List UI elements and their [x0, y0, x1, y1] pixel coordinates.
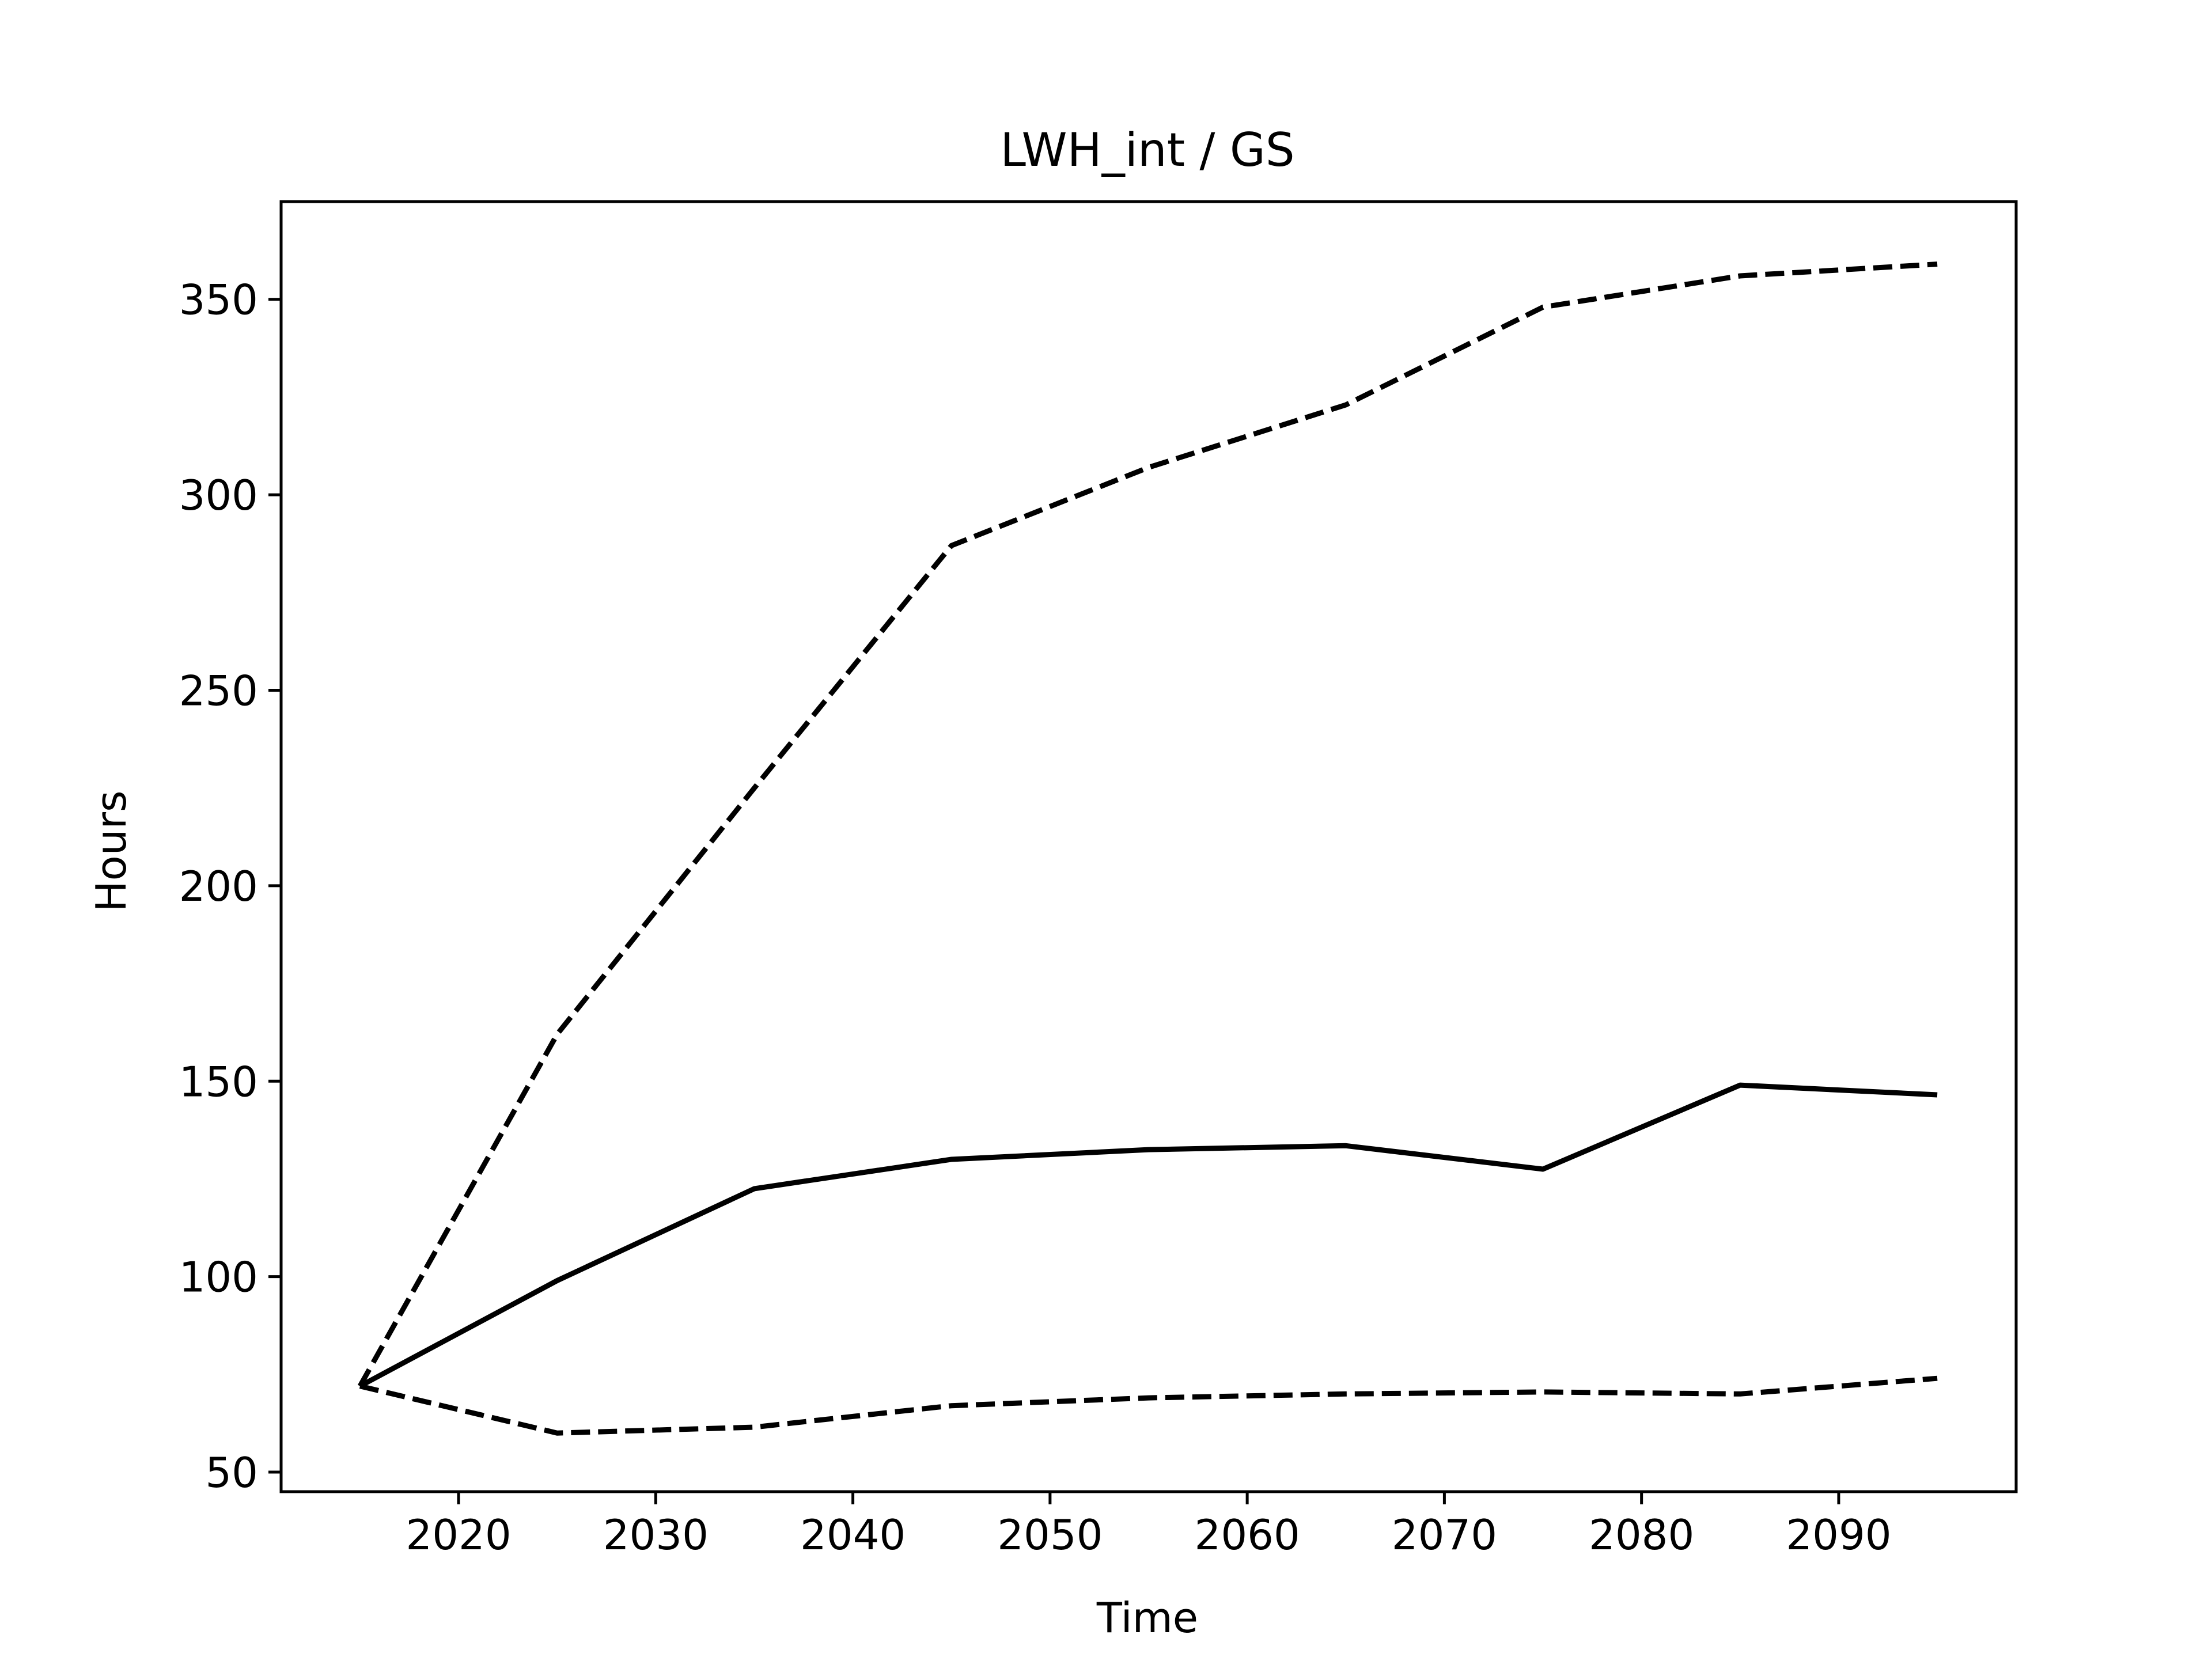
- plot-frame: [279, 200, 2018, 1493]
- chart-title: LWH_int / GS: [1000, 123, 1294, 177]
- x-tick-label: 2060: [1195, 1511, 1300, 1559]
- y-tick-label: 350: [179, 276, 258, 324]
- y-tick-label: 50: [205, 1448, 258, 1497]
- plot-area: 2020 2030 2040 2050 2060 2070 2080 2090 50 100 150…: [179, 200, 2018, 1559]
- solid-series-line-2: [358, 1082, 1938, 1389]
- y-tick-label: 300: [179, 471, 258, 519]
- y-tick-label: 100: [179, 1253, 258, 1302]
- x-tick-label: 2090: [1786, 1511, 1891, 1559]
- y-tick-label: 250: [179, 666, 258, 715]
- x-tick-label: 2030: [603, 1511, 709, 1559]
- x-axis-label: Time: [1096, 1594, 1198, 1642]
- y-tick-label: 150: [179, 1057, 258, 1106]
- x-tick-label: 2080: [1589, 1511, 1694, 1559]
- x-tick-label: 2050: [997, 1511, 1103, 1559]
- x-tick-label: 2020: [406, 1511, 511, 1559]
- x-tick-label: 2040: [800, 1511, 906, 1559]
- dashed-series-line-3: [359, 1375, 1938, 1436]
- dashed-series-line-1: [357, 261, 1938, 1387]
- y-axis-label: Hours: [87, 791, 135, 912]
- x-tick-label: 2070: [1392, 1511, 1497, 1559]
- y-tick-label: 200: [179, 862, 258, 911]
